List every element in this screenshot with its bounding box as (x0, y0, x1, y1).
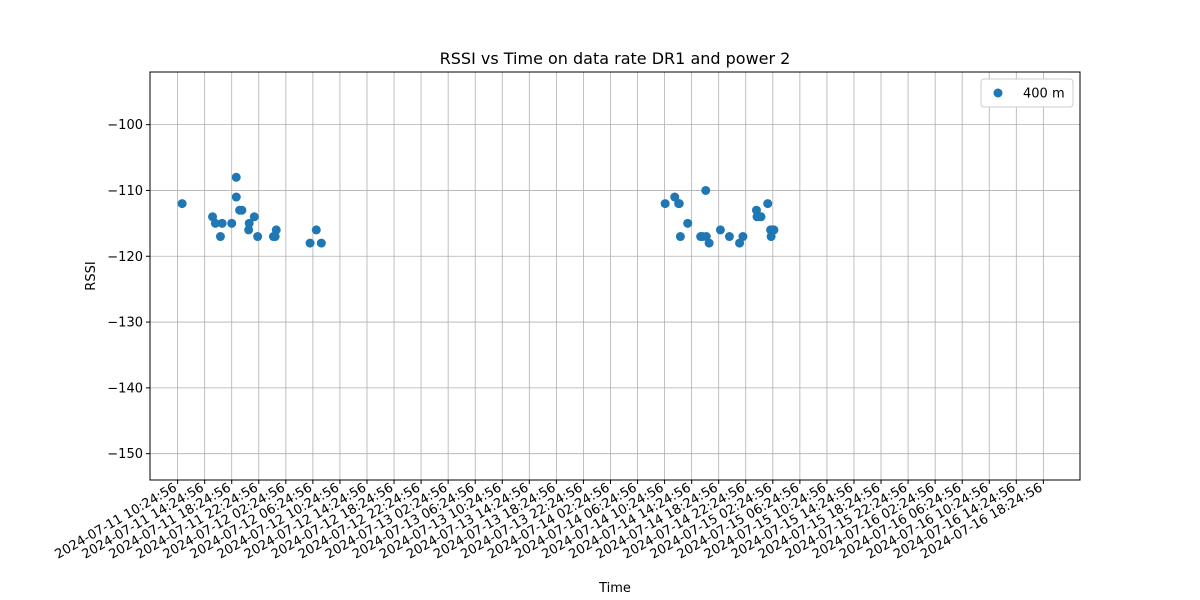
y-axis-label: RSSI (84, 261, 99, 290)
data-point (715, 225, 725, 235)
data-point (738, 232, 748, 242)
data-point (769, 225, 779, 235)
data-point (271, 225, 281, 235)
points-layer (177, 172, 779, 248)
legend-marker-400m (993, 88, 1003, 98)
y-tick-label: −100 (107, 118, 143, 133)
y-tick-label: −150 (107, 447, 143, 462)
data-point (237, 205, 247, 215)
data-point (701, 185, 711, 195)
data-point (660, 199, 670, 209)
data-point (751, 205, 761, 215)
data-point (763, 199, 773, 209)
legend-label: 400 m (1023, 87, 1065, 102)
x-axis-label: Time (598, 581, 631, 596)
data-point (311, 225, 321, 235)
data-point (210, 218, 220, 228)
data-point (231, 192, 241, 202)
data-point (674, 199, 684, 209)
data-point (704, 238, 714, 248)
data-point (244, 218, 254, 228)
grid-layer (150, 72, 1080, 480)
y-tick-label: −110 (107, 184, 143, 199)
legend: 400 m (980, 78, 1074, 108)
y-tick-label: −120 (107, 250, 143, 265)
data-point (249, 212, 259, 222)
y-tick-label: −140 (107, 381, 143, 396)
data-point (177, 199, 187, 209)
y-tick-label: −130 (107, 316, 143, 331)
data-point (305, 238, 315, 248)
data-point (316, 238, 326, 248)
plot-frame (149, 71, 1081, 481)
data-point (683, 218, 693, 228)
data-point (231, 172, 241, 182)
data-point (756, 212, 766, 222)
data-point (675, 232, 685, 242)
data-point (244, 225, 254, 235)
data-point (215, 232, 225, 242)
legend-box (980, 78, 1074, 108)
data-point (724, 232, 734, 242)
data-point (670, 192, 680, 202)
data-point (217, 218, 227, 228)
data-point (253, 232, 263, 242)
data-point (227, 218, 237, 228)
chart-title: RSSI vs Time on data rate DR1 and power … (440, 49, 791, 68)
